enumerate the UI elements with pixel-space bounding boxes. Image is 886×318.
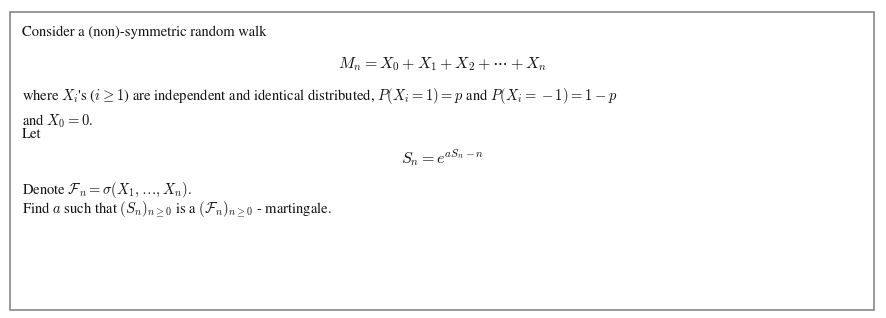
FancyBboxPatch shape (10, 12, 874, 310)
Text: and $X_0 = 0$.: and $X_0 = 0$. (22, 113, 93, 130)
Text: Denote $\mathcal{F}_n = \sigma(X_1,\ldots,X_n)$.: Denote $\mathcal{F}_n = \sigma(X_1,\ldot… (22, 180, 192, 200)
Text: Let: Let (22, 128, 42, 142)
Text: $S_n = e^{aS_n-n}$: $S_n = e^{aS_n-n}$ (401, 148, 485, 169)
Text: Consider a (non)-symmetric random walk: Consider a (non)-symmetric random walk (22, 26, 267, 39)
Text: Find $a$ such that $(S_n)_{n\geq 0}$ is a $(\mathcal{F}_n)_{n\geq 0}$ - martinga: Find $a$ such that $(S_n)_{n\geq 0}$ is … (22, 200, 332, 220)
Text: $M_n = X_0 + X_1 + X_2 + \cdots + X_n$: $M_n = X_0 + X_1 + X_2 + \cdots + X_n$ (338, 55, 548, 73)
Text: where $X_i$'s ($i \geq 1$) are independent and identical distributed, $P(X_i = 1: where $X_i$'s ($i \geq 1$) are independe… (22, 86, 618, 106)
